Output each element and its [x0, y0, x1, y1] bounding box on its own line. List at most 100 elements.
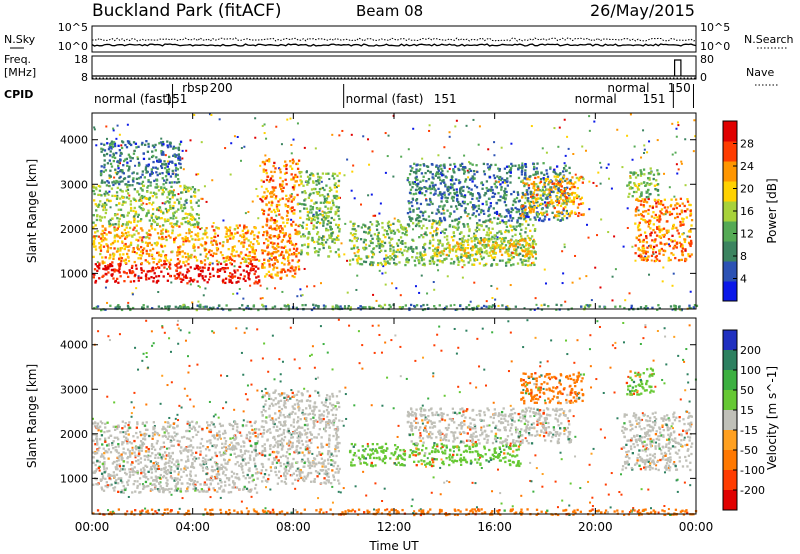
echo-cell: [497, 199, 500, 202]
echo-cell: [322, 235, 325, 238]
echo-cell: [525, 212, 529, 215]
echo-cell: [436, 259, 439, 262]
echo-cell: [147, 179, 150, 182]
echo-cell: [585, 303, 588, 307]
echo-cell: [487, 233, 490, 237]
echo-speckle: [95, 235, 98, 238]
echo-cell: [496, 175, 499, 178]
echo-cell: [246, 304, 249, 308]
echo-cell: [516, 262, 520, 265]
echo-cell: [212, 252, 216, 255]
echo-cell: [151, 150, 154, 153]
echo-cell: [285, 167, 288, 171]
echo-cell: [686, 198, 689, 201]
echo-cell: [508, 258, 512, 261]
echo-cell: [287, 263, 290, 266]
echo-cell: [148, 270, 151, 273]
echo-cell: [231, 273, 234, 276]
echo-cell: [527, 215, 530, 219]
echo-cell: [452, 199, 455, 202]
echo-cell: [649, 171, 653, 174]
echo-cell: [521, 249, 525, 253]
echo-cell: [530, 253, 533, 256]
echo-cell: [280, 246, 283, 249]
echo-speckle: [533, 308, 536, 311]
echo-cell: [462, 260, 465, 263]
echo-cell: [142, 304, 145, 307]
echo-cell: [642, 258, 645, 262]
echo-cell: [467, 238, 470, 241]
echo-cell: [196, 232, 200, 235]
echo-speckle: [145, 203, 148, 206]
echo-cell: [331, 238, 334, 241]
echo-cell: [324, 205, 327, 208]
echo-cell: [325, 227, 328, 231]
echo-cell: [435, 233, 438, 237]
echo-cell: [268, 160, 271, 163]
echo-cell: [122, 234, 125, 237]
echo-cell: [168, 192, 171, 195]
echo-cell: [431, 219, 435, 222]
echo-cell: [272, 208, 276, 212]
echo-cell: [386, 256, 390, 259]
echo-speckle: [432, 221, 435, 224]
echo-cell: [572, 199, 576, 202]
echo-cell: [319, 176, 323, 179]
echo-cell: [543, 183, 546, 186]
echo-speckle: [212, 221, 215, 224]
echo-cell: [370, 234, 373, 237]
echo-cell: [195, 308, 198, 312]
echo-cell: [118, 182, 121, 186]
echo-cell: [108, 225, 111, 228]
echo-cell: [117, 144, 120, 147]
echo-cell: [506, 180, 509, 183]
echo-cell: [436, 227, 439, 231]
echo-cell: [456, 197, 459, 201]
echo-cell: [145, 252, 149, 255]
echo-cell: [161, 188, 164, 192]
echo-cell: [577, 212, 581, 215]
echo-cell: [173, 239, 176, 242]
echo-cell: [440, 200, 443, 203]
echo-cell: [126, 164, 129, 167]
echo-cell: [212, 239, 216, 242]
echo-cell: [457, 263, 460, 266]
echo-speckle: [326, 238, 329, 241]
echo-cell: [640, 194, 643, 197]
echo-cell: [196, 234, 199, 238]
echo-cell: [146, 235, 149, 239]
echo-cell: [545, 194, 548, 197]
echo-cell: [289, 240, 293, 243]
echo-cell: [272, 179, 275, 182]
echo-cell: [204, 275, 207, 278]
echo-speckle: [643, 148, 646, 151]
echo-cell: [117, 306, 120, 309]
echo-cell: [317, 254, 320, 257]
echo-cell: [226, 266, 230, 270]
echo-cell: [471, 194, 474, 197]
echo-cell: [209, 261, 212, 265]
echo-cell: [428, 246, 431, 250]
echo-cell: [225, 263, 228, 266]
echo-cell: [335, 190, 338, 193]
echo-cell: [338, 172, 341, 175]
echo-speckle: [99, 193, 102, 196]
echo-cell: [161, 177, 164, 180]
echo-speckle: [455, 119, 458, 122]
echo-cell: [672, 223, 675, 227]
echo-cell: [137, 239, 140, 242]
echo-cell: [471, 248, 474, 251]
echo-cell: [266, 218, 269, 222]
echo-speckle: [414, 181, 417, 184]
echo-cell: [98, 185, 102, 188]
echo-cell: [327, 195, 330, 198]
echo-cell: [173, 211, 176, 214]
echo-cell: [422, 236, 425, 239]
echo-cell: [662, 253, 665, 257]
echo-cell: [535, 194, 538, 197]
echo-cell: [436, 255, 439, 258]
echo-cell: [490, 221, 494, 224]
echo-cell: [257, 267, 260, 270]
echo-cell: [294, 272, 297, 275]
echo-speckle: [200, 197, 203, 200]
